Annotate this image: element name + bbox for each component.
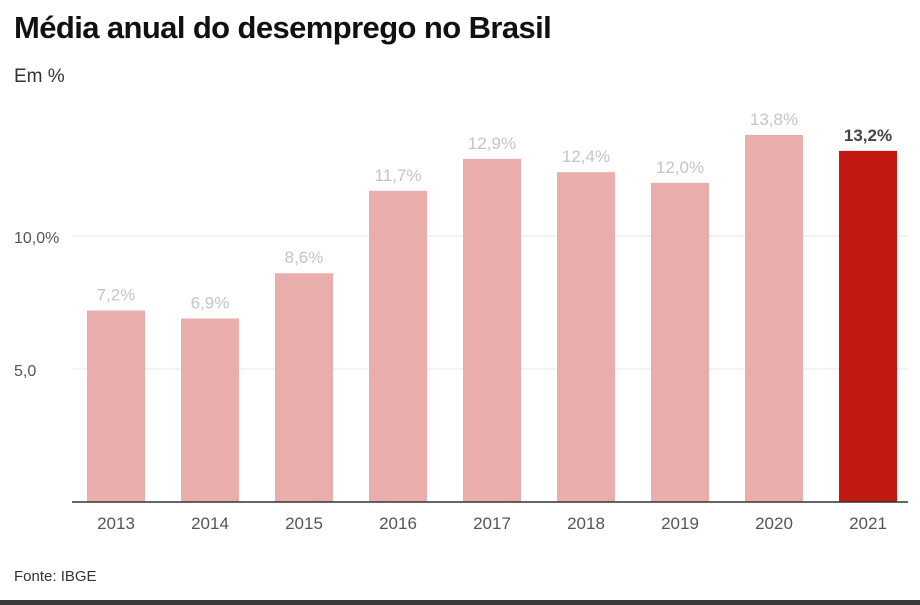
x-tick-label-2019: 2019 [661, 514, 699, 533]
x-tick-label-2016: 2016 [379, 514, 417, 533]
x-tick-label-2013: 2013 [97, 514, 135, 533]
value-label-2019: 12,0% [656, 158, 704, 177]
x-tick-label-2020: 2020 [755, 514, 793, 533]
source-note: Fonte: IBGE [14, 568, 97, 585]
bar-chart: 5,0 10,0% 7,2% 2013 6,9% 2014 8,6% 2015 11,7% 201… [14, 110, 908, 533]
value-label-2014: 6,9% [191, 293, 230, 312]
value-label-2016: 11,7% [375, 166, 422, 185]
chart-subtitle: Em % [14, 66, 65, 87]
bar-2014 [181, 318, 239, 502]
value-label-2018: 12,4% [562, 147, 610, 166]
x-tick-label-2021: 2021 [849, 514, 887, 533]
chart-title: Média anual do desemprego no Brasil [14, 10, 552, 45]
y-tick-label: 5,0 [14, 363, 36, 380]
bar-2015 [275, 273, 333, 502]
bar-2018 [557, 172, 615, 502]
value-label-2021: 13,2% [844, 126, 892, 145]
bar-2016 [369, 190, 427, 502]
value-label-2013: 7,2% [97, 285, 136, 304]
bar-2019 [651, 182, 709, 503]
x-tick-label-2017: 2017 [473, 514, 511, 533]
bottom-rule [0, 600, 920, 605]
value-label-2020: 13,8% [750, 110, 798, 129]
bar-2021 [839, 150, 897, 502]
bar-2017 [463, 158, 521, 503]
bar-2020 [745, 134, 803, 503]
value-label-2017: 12,9% [468, 134, 516, 153]
y-tick-label: 10,0% [14, 230, 59, 247]
x-tick-label-2018: 2018 [567, 514, 605, 533]
x-tick-label-2014: 2014 [191, 514, 229, 533]
bar-2013 [87, 310, 145, 502]
x-tick-label-2015: 2015 [285, 514, 323, 533]
value-label-2015: 8,6% [285, 248, 324, 267]
